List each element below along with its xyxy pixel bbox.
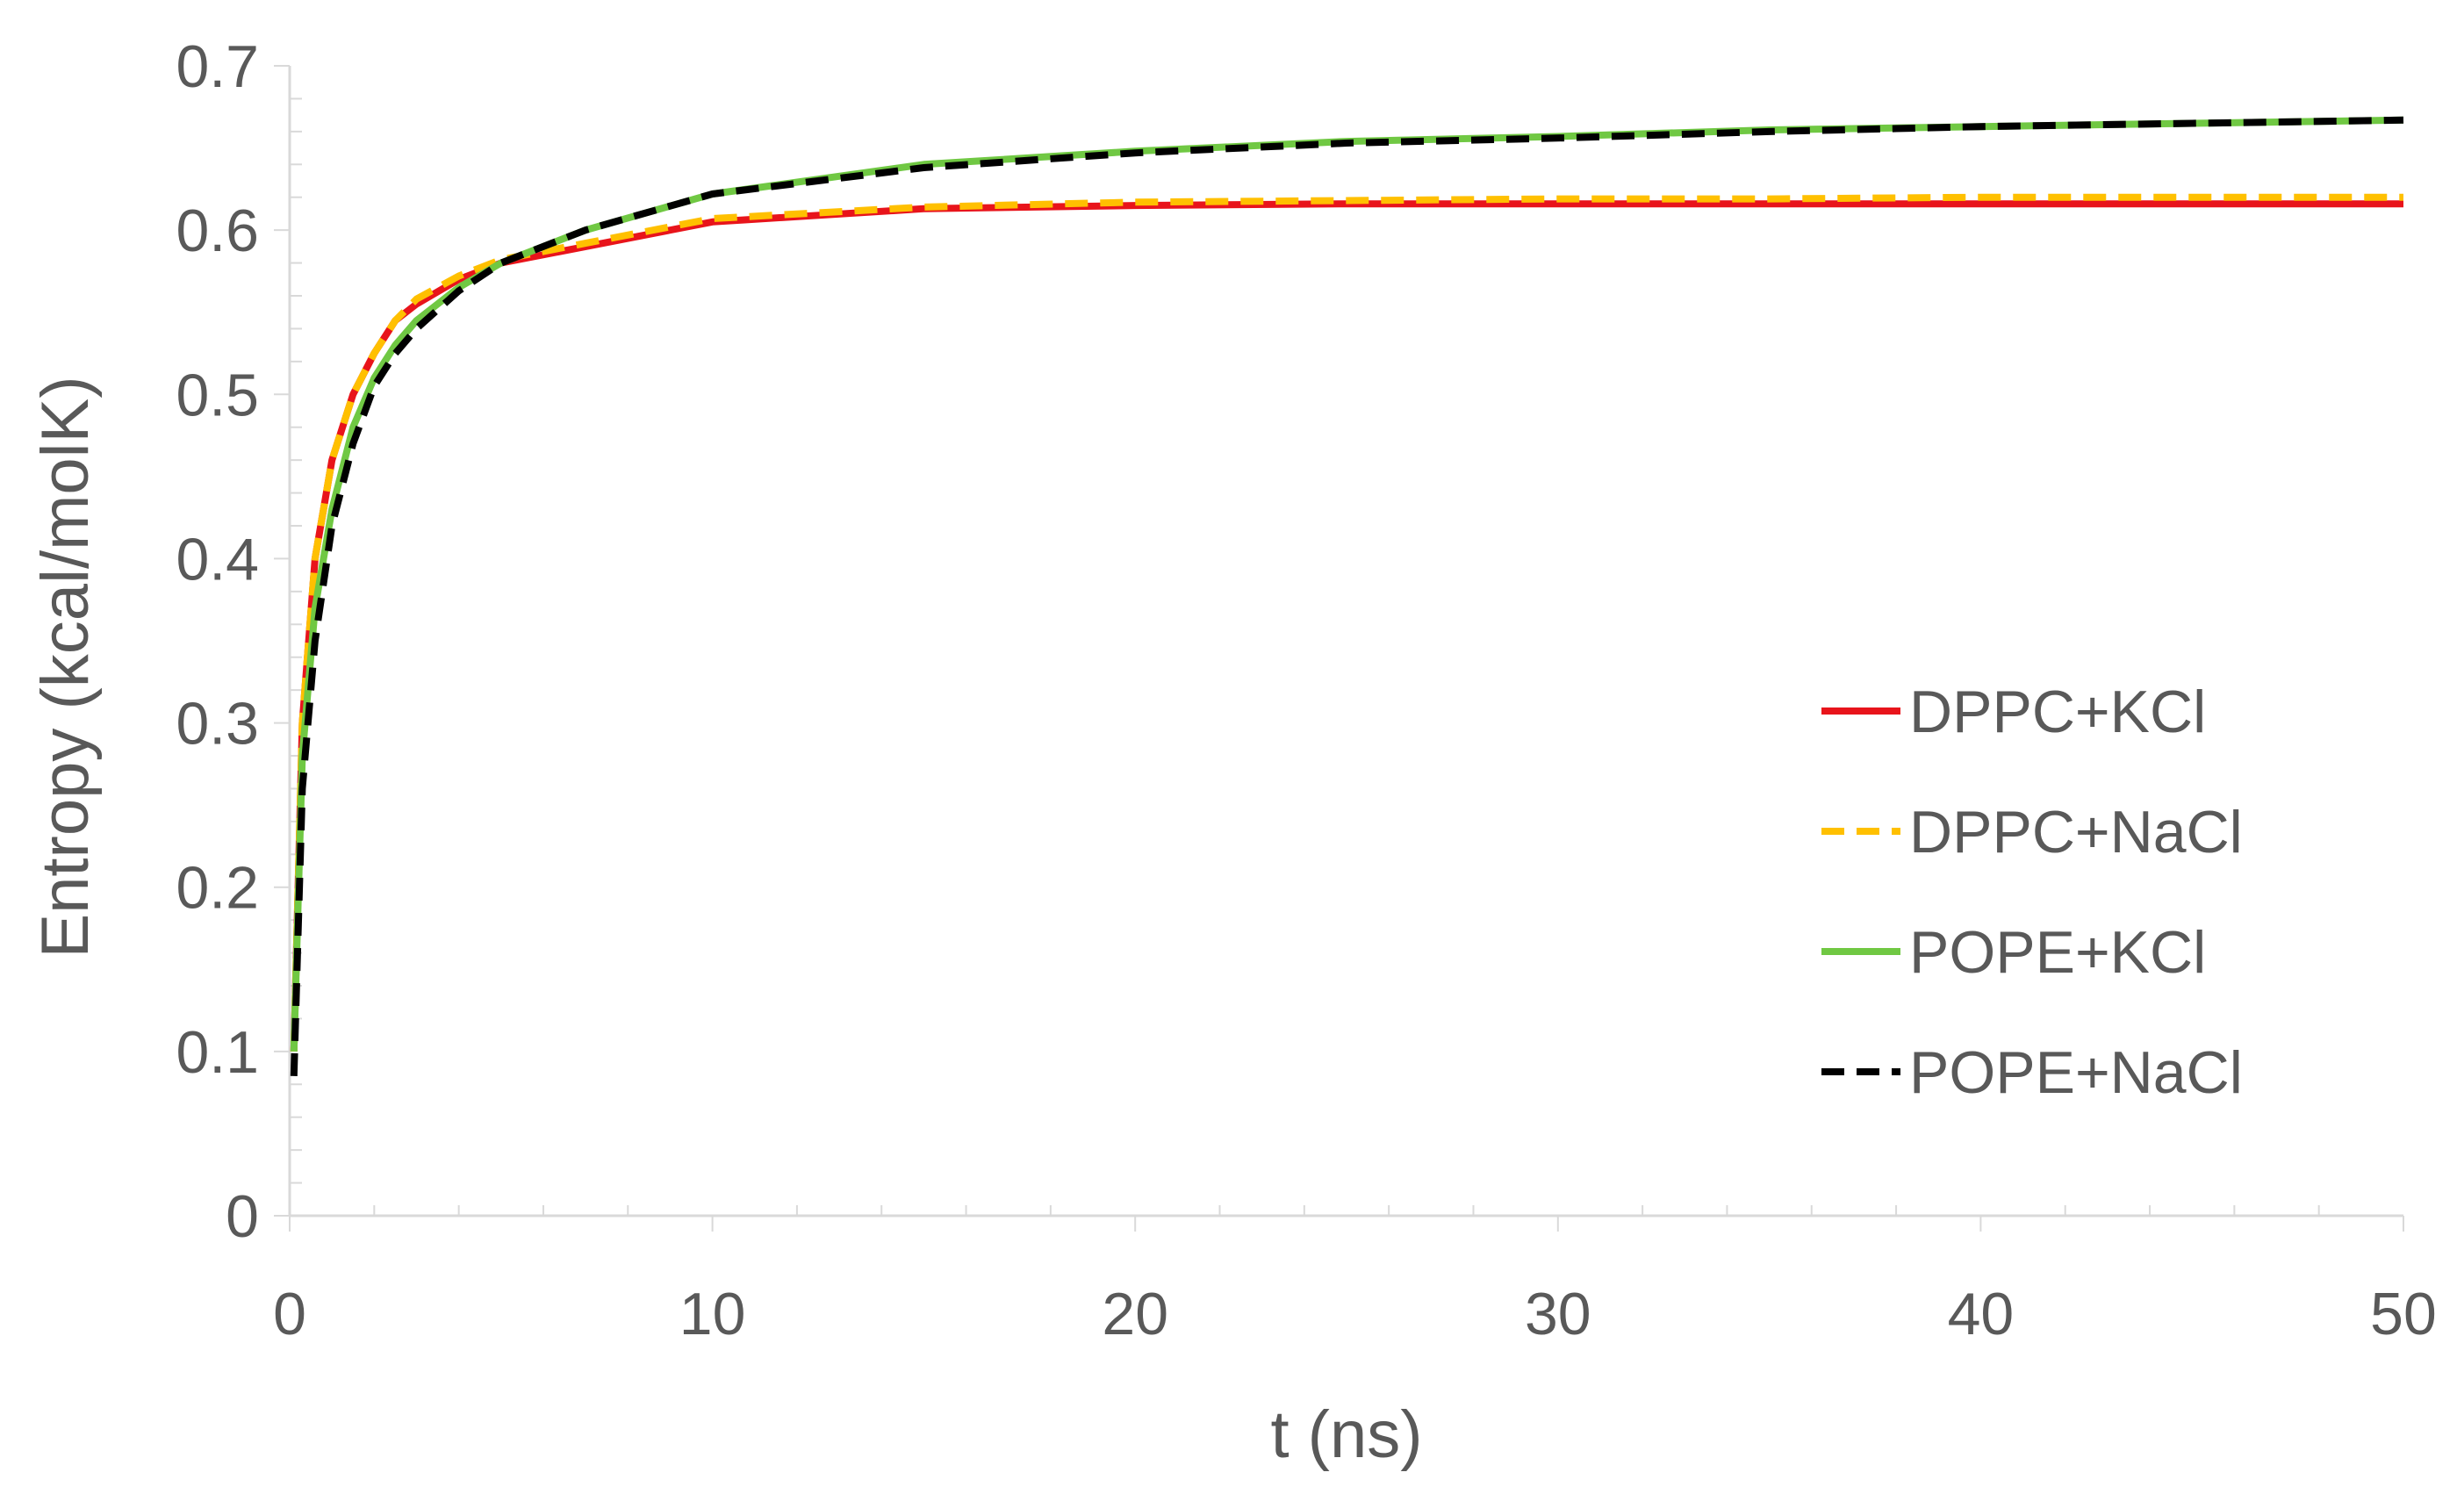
x-tick-label: 20	[1102, 1281, 1168, 1347]
series-line-pope-nacl	[290, 116, 2404, 1077]
y-tick-label: 0.3	[176, 691, 259, 758]
y-tick-label: 0.4	[176, 526, 259, 593]
y-tick-label: 0.1	[176, 1019, 259, 1086]
y-tick-label: 0	[226, 1183, 259, 1250]
x-tick-label: 40	[1948, 1281, 2015, 1347]
axes: 0 0.1 0.2 0.3 0.4 0.5 0.6 0.7 0 10 20 30 40 50	[176, 33, 2436, 1347]
y-tick-label: 0.6	[176, 198, 259, 264]
legend-label: DPPC+KCl	[1909, 679, 2206, 745]
series-line-dppc-nacl	[290, 193, 2403, 1052]
x-tick-label: 10	[679, 1281, 746, 1347]
y-tick-label: 0.7	[176, 33, 259, 100]
x-tick-label: 30	[1525, 1281, 1591, 1347]
y-tick-label: 0.5	[176, 362, 259, 428]
x-axis-title: t (ns)	[1270, 1397, 1422, 1472]
series-line-pope-kcl	[290, 116, 2404, 1052]
y-axis-title: Entropy (kcal/molK)	[28, 376, 103, 958]
legend-label: POPE+KCl	[1909, 919, 2206, 986]
legend-label: DPPC+NaCl	[1909, 799, 2243, 866]
x-tick-label: 0	[273, 1281, 306, 1347]
y-tick-label: 0.2	[176, 855, 259, 922]
series-layer	[290, 116, 2404, 1077]
legend-label: POPE+NaCl	[1909, 1039, 2243, 1106]
legend: DPPC+KCl DPPC+NaCl POPE+KCl POPE+NaCl	[1821, 679, 2243, 1106]
x-tick-label: 50	[2370, 1281, 2437, 1347]
